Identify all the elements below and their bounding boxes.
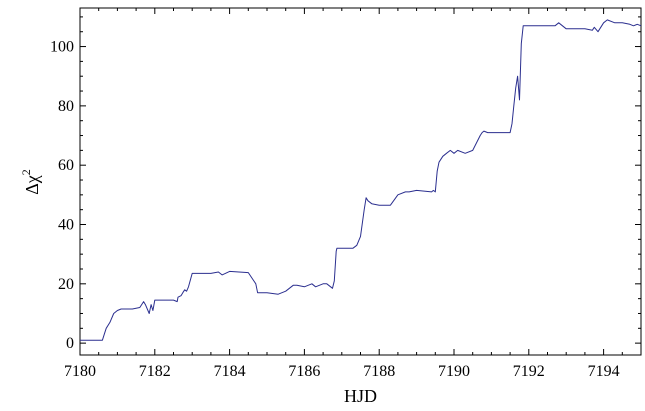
x-tick-label: 7190	[438, 363, 470, 380]
x-axis-ticks: 7180 7182 7184 7186 7188 7190 7192 7194	[64, 8, 642, 380]
x-tick-label: 7184	[214, 363, 246, 380]
y-tick-label: 20	[58, 276, 74, 293]
y-axis-ticks: 0 20 40 60 80 100	[50, 16, 641, 352]
x-tick-label: 7194	[588, 363, 620, 380]
x-tick-label: 7186	[288, 363, 320, 380]
y-axis-label-superscript: 2	[19, 169, 33, 175]
plot-frame	[79, 7, 642, 356]
series-line	[80, 19, 642, 341]
x-axis-label: HJD	[344, 386, 377, 406]
y-tick-label: 80	[58, 98, 74, 115]
y-axis-label-main: Δχ	[22, 175, 42, 195]
y-tick-label: 0	[66, 335, 74, 352]
series-group	[80, 19, 642, 341]
y-axis-label: Δχ2	[19, 169, 42, 195]
x-tick-label: 7182	[139, 363, 171, 380]
x-tick-label: 7192	[513, 363, 545, 380]
x-tick-label: 7180	[64, 363, 96, 380]
x-tick-label: 7188	[363, 363, 395, 380]
y-tick-label: 60	[58, 157, 74, 174]
y-tick-label: 40	[58, 217, 74, 234]
y-tick-label: 100	[50, 39, 74, 56]
